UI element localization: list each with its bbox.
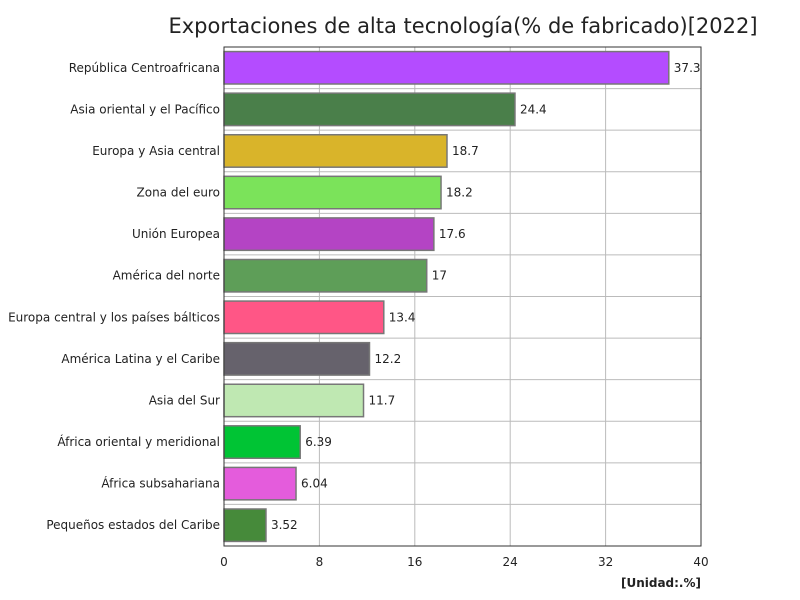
x-tick-label: 0 xyxy=(220,555,228,569)
value-label: 37.3 xyxy=(674,61,701,75)
category-label: Zona del euro xyxy=(137,186,220,200)
bars xyxy=(223,50,670,543)
bar xyxy=(223,258,428,293)
labels: 0 8 16 24 32 40 República Centroafricana 37.3 As… xyxy=(8,61,709,569)
category-label: República Centroafricana xyxy=(69,61,220,75)
bar xyxy=(223,175,442,210)
bar xyxy=(223,133,448,168)
category-label: América del norte xyxy=(113,269,220,283)
value-label: 17 xyxy=(432,269,447,283)
x-tick-label: 8 xyxy=(316,555,324,569)
value-label: 11.7 xyxy=(369,393,396,407)
bar xyxy=(223,341,371,376)
value-label: 3.52 xyxy=(271,518,298,532)
value-label: 18.2 xyxy=(446,186,473,200)
x-tick-label: 32 xyxy=(598,555,613,569)
bar xyxy=(223,92,516,127)
category-label: Asia del Sur xyxy=(149,393,220,407)
category-label: África oriental y meridional xyxy=(57,434,220,449)
bar xyxy=(223,217,435,252)
category-label: Europa y Asia central xyxy=(92,144,220,158)
category-label: África subsahariana xyxy=(101,476,220,491)
category-label: Pequeños estados del Caribe xyxy=(46,518,220,532)
category-label: Europa central y los países bálticos xyxy=(8,310,220,324)
category-label: Asia oriental y el Pacífico xyxy=(70,102,220,116)
unit-label: [Unidad:.%] xyxy=(620,576,701,590)
category-label: América Latina y el Caribe xyxy=(61,352,220,366)
value-label: 18.7 xyxy=(452,144,479,158)
value-label: 17.6 xyxy=(439,227,466,241)
value-label: 12.2 xyxy=(374,352,401,366)
bar xyxy=(223,425,301,460)
value-label: 6.39 xyxy=(305,435,332,449)
value-label: 24.4 xyxy=(520,102,547,116)
plot-border xyxy=(223,46,702,547)
x-tick-label: 40 xyxy=(693,555,708,569)
grid-lines xyxy=(224,47,701,546)
category-label: Unión Europea xyxy=(132,227,220,241)
bar xyxy=(223,508,267,543)
bar xyxy=(223,466,297,501)
x-tick-label: 24 xyxy=(503,555,518,569)
bar xyxy=(223,50,670,85)
value-label: 13.4 xyxy=(389,310,416,324)
x-tick-label: 16 xyxy=(407,555,422,569)
bar xyxy=(223,300,385,335)
chart-title: Exportaciones de alta tecnología(% de fa… xyxy=(168,14,758,38)
value-label: 6.04 xyxy=(301,477,328,491)
bar xyxy=(223,383,365,418)
